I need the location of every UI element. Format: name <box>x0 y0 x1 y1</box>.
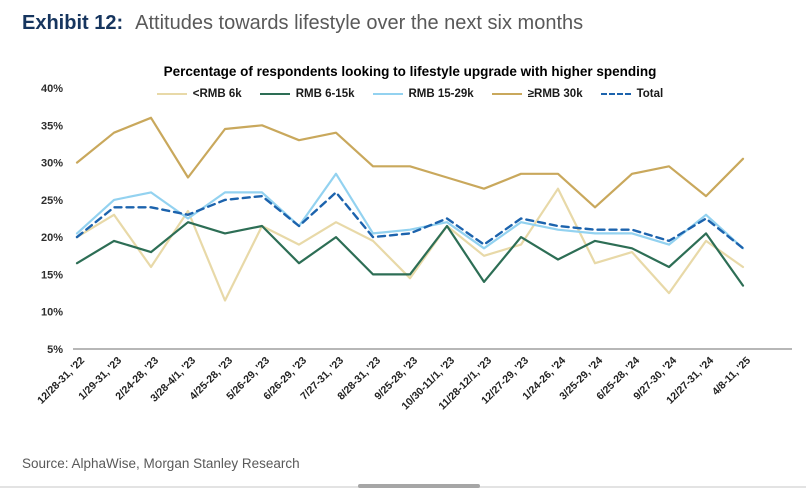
legend-item-total: Total <box>600 88 664 100</box>
exhibit-title: Exhibit 12: Attitudes towards lifestyle o… <box>22 10 583 36</box>
series-line-gte-rmb30k <box>75 116 745 209</box>
y-tick-label: 10% <box>41 307 63 319</box>
legend-swatch-rmb6-15k <box>259 93 290 95</box>
legend-label: Total <box>636 88 664 100</box>
legend-label: RMB 6-15k <box>295 88 355 100</box>
legend-swatch-lt-rmb6k <box>156 93 187 95</box>
y-tick-label: 30% <box>41 158 63 170</box>
legend-item-rmb15-29k: RMB 15-29k <box>372 88 474 100</box>
source-note: Source: AlphaWise, Morgan Stanley Resear… <box>22 456 300 471</box>
legend-item-gte-rmb30k: ≥RMB 30k <box>491 88 583 100</box>
legend-item-rmb6-15k: RMB 6-15k <box>259 88 355 100</box>
y-tick-label: 35% <box>41 120 63 132</box>
legend-label: <RMB 6k <box>192 88 242 100</box>
exhibit-number-label: Exhibit 12: <box>22 12 124 34</box>
x-tick-label: 4/8-11, '25 <box>710 355 753 398</box>
y-tick-label: 5% <box>47 344 63 356</box>
chart-legend: <RMB 6k RMB 6-15k RMB 15-29k ≥RMB 30k Total <box>60 88 760 100</box>
y-tick-label: 15% <box>41 269 63 281</box>
legend-label: RMB 15-29k <box>408 88 474 100</box>
series-line-total <box>75 191 745 250</box>
chart-title: Percentage of respondents looking to lif… <box>163 64 657 79</box>
legend-swatch-total <box>600 93 631 95</box>
y-tick-label: 25% <box>41 195 63 207</box>
y-tick-label: 40% <box>41 83 63 95</box>
legend-swatch-gte-rmb30k <box>491 93 522 95</box>
scrollbar-thumb[interactable] <box>358 484 480 488</box>
legend-label: ≥RMB 30k <box>527 88 583 100</box>
series-line-rmb15-29k <box>75 172 745 250</box>
legend-item-lt-rmb6k: <RMB 6k <box>156 88 242 100</box>
x-tick-label: 12/28-31, '22 <box>35 355 87 407</box>
exhibit-title-text: Attitudes towards lifestyle over the nex… <box>135 12 584 34</box>
series-line-lt-rmb6k <box>75 187 745 302</box>
series-line-rmb6-15k <box>75 221 745 287</box>
legend-swatch-rmb15-29k <box>372 93 403 95</box>
y-tick-label: 20% <box>41 232 63 244</box>
